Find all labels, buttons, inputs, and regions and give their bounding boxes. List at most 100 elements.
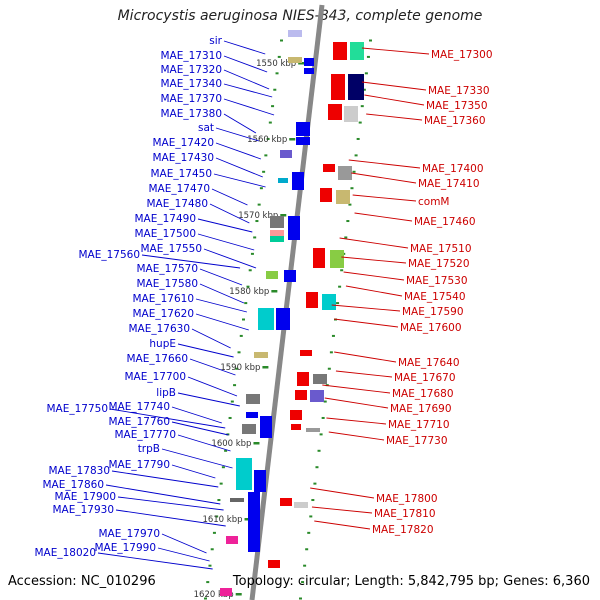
- strand-dot-right: [362, 88, 366, 91]
- scale-tick-label: 1610 kbp: [202, 515, 242, 525]
- left-gene-label: MAE_17760: [108, 416, 170, 428]
- strand-dot-right: [348, 203, 352, 206]
- left-label-leader: [195, 313, 249, 331]
- left-label-leader: [223, 69, 270, 90]
- gene-feature-reverse: [294, 502, 308, 508]
- strand-dot-right: [366, 55, 370, 58]
- left-label-leader: [213, 173, 266, 188]
- right-label-leader: [343, 271, 405, 281]
- strand-dot-left: [264, 154, 268, 157]
- scale-tick-label: 1550 kbp: [256, 59, 296, 69]
- left-label-leader: [171, 464, 216, 479]
- left-gene-label: MAE_17860: [42, 479, 104, 491]
- left-label-leader: [161, 448, 233, 469]
- left-gene-label: MAE_17770: [114, 429, 176, 441]
- gene-feature-forward: [266, 271, 278, 279]
- strand-dot-left: [239, 334, 243, 337]
- strand-dot-left: [242, 318, 245, 321]
- scale-tick-mark: [253, 442, 260, 445]
- right-gene-label: MAE_17600: [400, 322, 462, 334]
- left-label-leader: [223, 98, 275, 116]
- right-label-leader: [361, 47, 430, 55]
- gene-feature-forward: [226, 536, 238, 544]
- left-gene-label: MAE_17480: [146, 198, 208, 210]
- left-gene-label: MAE_17430: [152, 152, 214, 164]
- scale-tick-label: 1600 kbp: [211, 439, 251, 449]
- left-gene-label: MAE_18020: [34, 547, 96, 559]
- left-label-leader: [105, 484, 221, 505]
- right-gene-label: MAE_17300: [431, 49, 493, 61]
- gene-feature-forward: [242, 424, 256, 434]
- left-label-leader: [115, 509, 226, 527]
- left-label-leader: [215, 127, 260, 142]
- strand-dot-left: [246, 285, 250, 288]
- left-gene-label: MAE_17340: [160, 78, 222, 90]
- left-label-leader: [223, 83, 273, 98]
- scale-tick-label: 1580 kbp: [229, 287, 269, 297]
- strand-dot-right: [340, 269, 344, 272]
- left-label-leader: [111, 470, 219, 488]
- left-gene-label: sir: [209, 35, 222, 47]
- left-gene-label: MAE_17490: [134, 213, 196, 225]
- right-gene-label: MAE_17710: [388, 419, 450, 431]
- gene-feature-forward: [296, 122, 310, 136]
- left-label-leader: [177, 434, 231, 452]
- strand-dot-left: [277, 55, 281, 58]
- right-gene-label: MAE_17640: [398, 357, 460, 369]
- scale-tick-mark: [262, 366, 269, 369]
- gene-feature-forward: [292, 172, 304, 190]
- right-gene-label: MAE_17360: [424, 115, 486, 127]
- strand-dot-right: [369, 39, 372, 42]
- strand-dot-left: [255, 220, 259, 223]
- right-gene-label: MAE_17730: [386, 435, 448, 447]
- gene-feature-reverse: [297, 372, 309, 386]
- left-label-leader: [203, 248, 257, 269]
- right-gene-label: MAE_17520: [408, 258, 470, 270]
- gene-feature-forward: [270, 236, 284, 242]
- gene-feature-forward: [278, 178, 288, 183]
- left-gene-label: MAE_17370: [160, 93, 222, 105]
- strand-dot-right: [303, 564, 307, 567]
- right-gene-label: MAE_17810: [374, 508, 436, 520]
- strand-dot-left: [230, 400, 234, 403]
- strand-dot-right: [354, 154, 358, 157]
- gene-feature-forward: [270, 216, 284, 228]
- right-label-leader: [311, 506, 373, 514]
- right-gene-label: MAE_17460: [414, 216, 476, 228]
- right-label-leader: [310, 487, 375, 499]
- strand-dot-right: [358, 121, 362, 124]
- right-label-leader: [334, 318, 399, 328]
- strand-dot-left: [248, 269, 252, 272]
- scale-tick-mark: [289, 138, 296, 141]
- scale-tick-mark: [244, 518, 251, 521]
- right-label-leader: [339, 237, 409, 249]
- right-label-leader: [331, 304, 401, 312]
- strand-dot-left: [221, 466, 225, 469]
- strand-dot-right: [338, 285, 342, 288]
- strand-dot-left: [215, 515, 219, 518]
- scale-tick-mark: [280, 214, 287, 217]
- strand-dot-right: [321, 416, 325, 419]
- strand-dot-left: [233, 384, 237, 387]
- right-gene-label: comM: [418, 196, 450, 208]
- strand-dot-right: [309, 515, 313, 518]
- gene-feature-reverse: [295, 390, 307, 400]
- strand-dot-right: [301, 581, 305, 584]
- strand-dot-right: [323, 400, 327, 403]
- strand-dot-right: [356, 137, 360, 140]
- strand-dot-left: [217, 499, 221, 502]
- strand-dot-right: [364, 72, 368, 75]
- gene-feature-forward: [254, 470, 266, 492]
- strand-dot-left: [206, 581, 210, 584]
- left-gene-label: MAE_17560: [78, 249, 140, 261]
- right-label-leader: [352, 194, 417, 202]
- gene-feature-reverse: [336, 190, 350, 204]
- left-gene-label: MAE_17550: [140, 243, 202, 255]
- left-gene-label: trpB: [138, 443, 160, 455]
- gene-feature-forward: [296, 137, 310, 145]
- strand-dot-right: [311, 499, 315, 502]
- strand-dot-left: [212, 531, 216, 534]
- gene-feature-forward: [288, 30, 302, 37]
- right-gene-label: MAE_17800: [376, 493, 438, 505]
- gene-feature-reverse: [338, 166, 352, 180]
